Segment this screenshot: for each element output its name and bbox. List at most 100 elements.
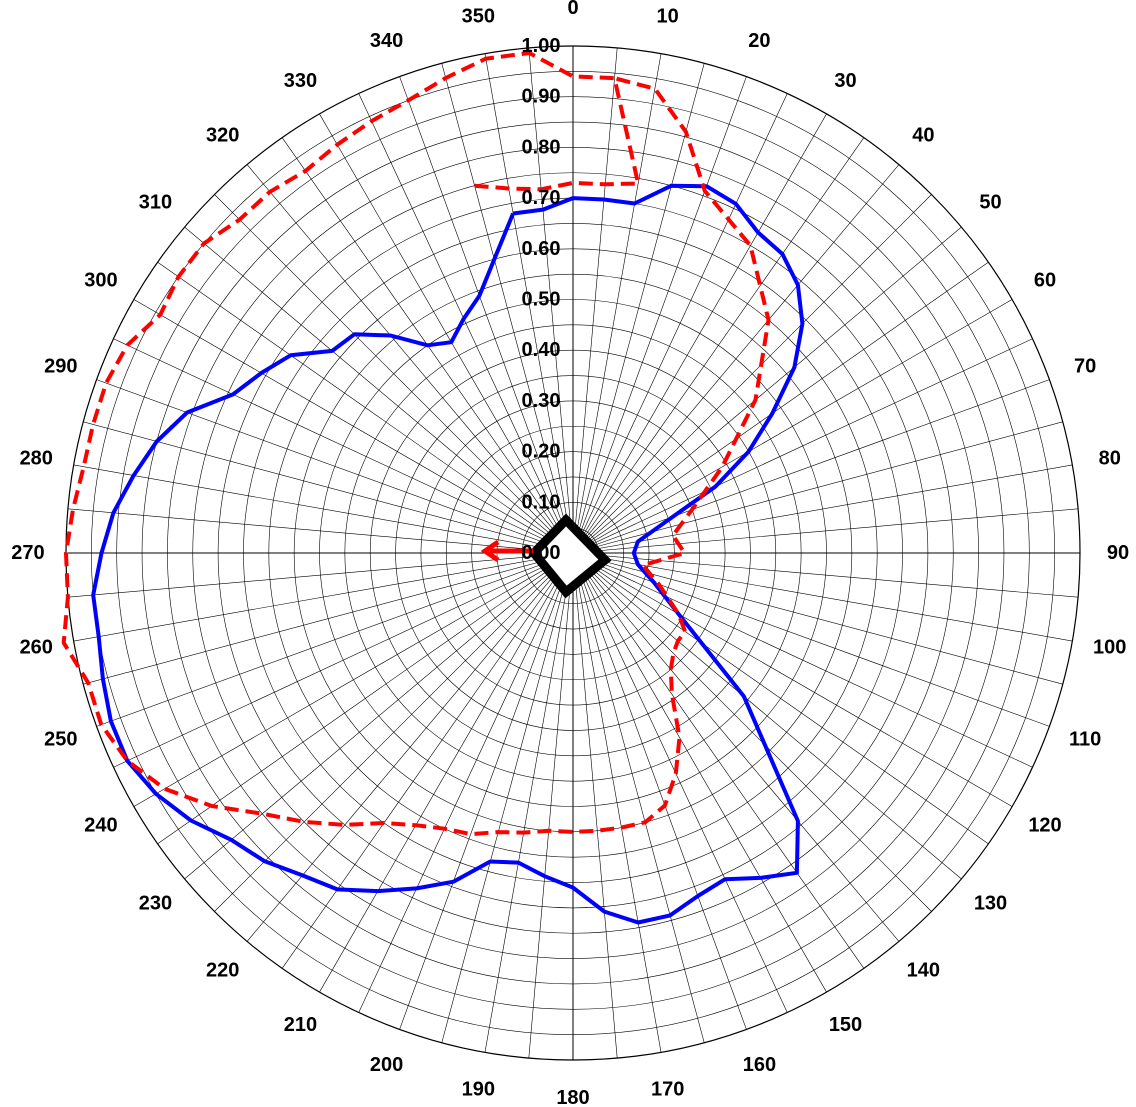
grid-spoke <box>572 552 788 1013</box>
center-marker-layer <box>480 513 612 599</box>
grid-spoke <box>73 552 574 642</box>
angle-label: 240 <box>84 815 117 837</box>
grid-spoke <box>572 552 827 993</box>
grid-spoke <box>96 379 574 554</box>
grid-spoke <box>572 552 1063 685</box>
angle-label: 120 <box>1028 815 1061 837</box>
angle-label: 60 <box>1034 269 1056 291</box>
grid-spoke <box>572 261 989 554</box>
radial-tick-label: 0.30 <box>522 390 561 412</box>
grid-spoke <box>83 421 574 554</box>
grid-spoke <box>113 552 574 768</box>
grid-spoke <box>572 299 1013 554</box>
series-layer <box>61 51 805 925</box>
grid-spoke <box>67 552 574 598</box>
grid-spoke <box>572 93 788 554</box>
grid-spoke <box>572 137 865 554</box>
angle-label: 70 <box>1074 356 1096 378</box>
angle-label: 330 <box>284 70 317 92</box>
grid-spoke <box>133 552 574 807</box>
grid-spoke <box>67 508 574 554</box>
grid-spoke <box>572 63 705 554</box>
radial-tick-label: 0.10 <box>522 491 561 513</box>
grid-spoke <box>572 552 618 1059</box>
grid-spoke <box>73 464 574 554</box>
radial-tick-label: 0.40 <box>522 339 561 361</box>
angle-label: 230 <box>139 892 172 914</box>
grid-spoke <box>572 552 705 1043</box>
grid-spoke <box>572 552 989 845</box>
grid-spoke <box>572 464 1073 554</box>
angle-label: 160 <box>743 1054 776 1076</box>
angle-label: 210 <box>284 1014 317 1036</box>
grid-spoke <box>484 53 574 554</box>
angle-labels: 0 10 20 30 40 50 60 70 80 90 100 110 120 130 140 150 160… <box>11 0 1129 1107</box>
angle-label: 140 <box>907 960 940 982</box>
angle-label: 270 <box>11 542 44 564</box>
angle-label: 350 <box>462 5 495 27</box>
direction-arrow-icon <box>480 539 500 563</box>
radial-tick-label: 0.20 <box>522 441 561 463</box>
grid-spoke <box>96 552 574 727</box>
angle-label: 180 <box>556 1087 589 1107</box>
series-line-blue <box>91 183 805 925</box>
grid-spoke <box>441 552 574 1043</box>
angle-label: 300 <box>84 269 117 291</box>
grid-spoke <box>572 552 1033 768</box>
grid-spoke <box>113 338 574 554</box>
angle-label: 110 <box>1069 728 1101 750</box>
grid-spoke <box>133 299 574 554</box>
grid-spoke <box>572 113 827 554</box>
angle-label: 80 <box>1099 447 1121 469</box>
angle-label: 250 <box>44 728 77 750</box>
angle-label: 10 <box>657 5 679 27</box>
angle-label: 310 <box>139 192 172 214</box>
angle-label: 320 <box>206 124 239 146</box>
angle-label: 260 <box>20 637 53 659</box>
angle-label: 290 <box>44 356 77 378</box>
grid-spoke <box>572 194 932 554</box>
angle-label: 30 <box>834 70 856 92</box>
grid-spoke <box>399 76 574 554</box>
radial-tick-label: 1.00 <box>522 35 561 57</box>
angle-label: 200 <box>370 1054 403 1076</box>
grid-spoke <box>528 47 574 554</box>
grid-spoke <box>157 261 574 554</box>
grid-spoke <box>484 552 574 1053</box>
angle-label: 90 <box>1107 542 1129 564</box>
grid-spoke <box>572 552 1073 642</box>
radial-tick-label: 0.70 <box>522 187 561 209</box>
grid-spoke <box>528 552 574 1059</box>
grid-spoke <box>572 552 962 880</box>
grid-spoke <box>572 552 932 912</box>
angle-label: 280 <box>20 447 53 469</box>
grid-spoke <box>572 552 900 942</box>
center-marker-icon <box>527 513 612 599</box>
grid-spoke <box>572 508 1079 554</box>
grid-spoke <box>246 164 574 554</box>
series-line-red <box>61 51 771 837</box>
grid-spoke <box>214 552 574 912</box>
radial-tick-label: 0.00 <box>522 542 561 564</box>
grid-spoke <box>441 63 574 554</box>
angle-label: 0 <box>567 0 578 19</box>
angle-label: 150 <box>829 1014 862 1036</box>
angle-label: 340 <box>370 30 403 52</box>
grid-spoke <box>319 113 574 554</box>
grid-spoke <box>572 164 900 554</box>
grid-spoke <box>83 552 574 685</box>
grid-spoke <box>572 47 618 554</box>
grid-spoke <box>572 53 662 554</box>
grid-spoke <box>572 552 747 1030</box>
grid-spoke <box>157 552 574 845</box>
radial-tick-label: 0.60 <box>522 238 561 260</box>
grid-spoke <box>184 226 574 554</box>
angle-label: 50 <box>979 192 1001 214</box>
angle-label: 130 <box>974 892 1007 914</box>
grid-spoke <box>319 552 574 993</box>
angle-label: 220 <box>206 960 239 982</box>
grid-spoke <box>572 76 747 554</box>
grid-spoke <box>572 379 1050 554</box>
grid-spoke <box>572 338 1033 554</box>
